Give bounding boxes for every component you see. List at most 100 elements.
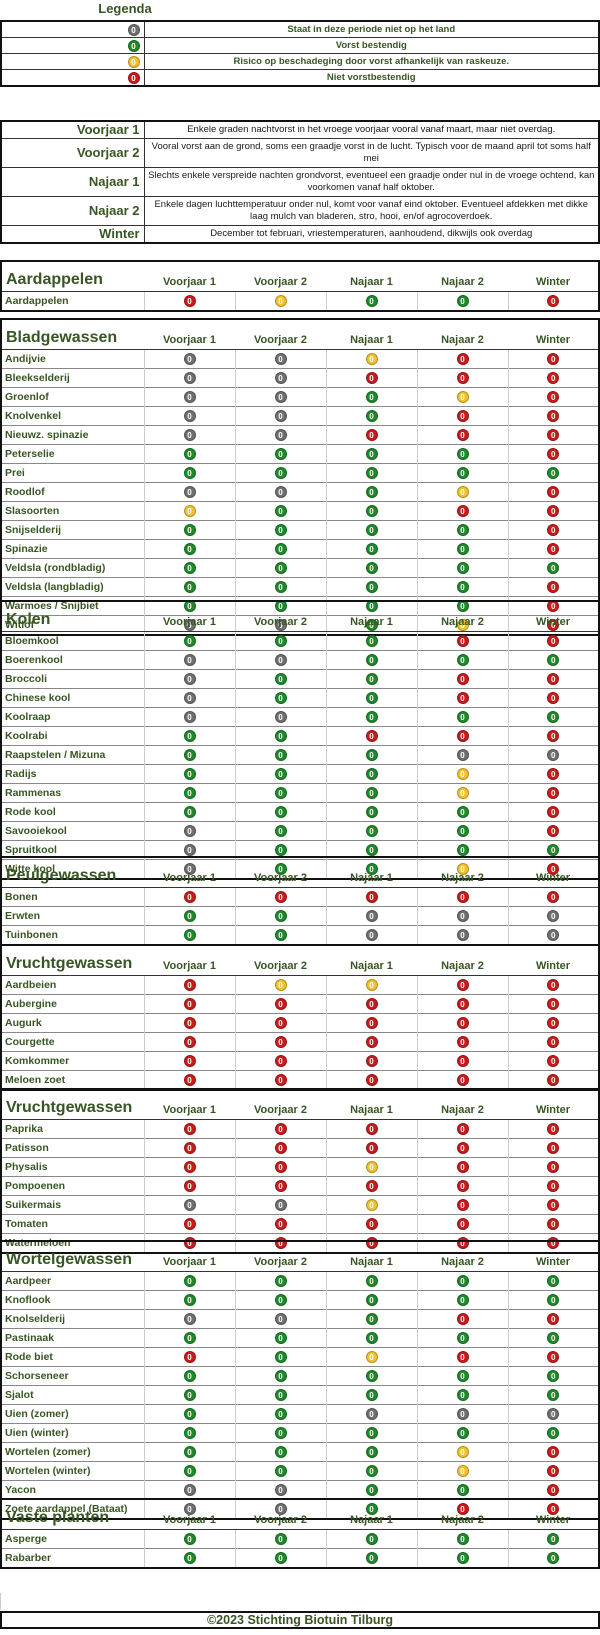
- status-cell: 0: [416, 1290, 508, 1310]
- status-cell: 0: [416, 726, 508, 746]
- status-cell: 0: [325, 1529, 417, 1549]
- status-grey-icon: 0: [274, 1198, 287, 1211]
- crop-name: Aardpeer: [5, 1275, 52, 1287]
- status-green-icon: 0: [365, 748, 378, 761]
- status-cell: 0: [416, 1529, 508, 1549]
- status-cell: 0: [507, 1214, 599, 1234]
- status-grey-icon: 0: [274, 710, 287, 723]
- crop-row: Snijselderij 0 0 0 0 0: [1, 520, 599, 540]
- status-cell: 0: [143, 444, 235, 464]
- status-cell: 0: [325, 906, 417, 926]
- status-grey-icon: 0: [183, 485, 196, 498]
- status-red-icon: 0: [456, 634, 469, 647]
- status-cell: 0: [234, 291, 326, 311]
- status-cell: 0: [507, 745, 599, 765]
- crop-row: Bloemkool 0 0 0 0 0: [1, 631, 599, 651]
- crop-name: Veldsla (rondbladig): [1, 558, 144, 578]
- status-red-icon: 0: [183, 890, 196, 903]
- status-cell: 0: [325, 840, 417, 860]
- crop-name: Asperge: [5, 1533, 48, 1545]
- crop-row: Radijs 0 0 0 0 0: [1, 764, 599, 784]
- status-red-icon: 0: [274, 1073, 287, 1086]
- status-cell: 0: [507, 1013, 599, 1033]
- status-green-icon: 0: [183, 1331, 196, 1344]
- status-cell: 0: [234, 349, 326, 369]
- status-red-icon: 0: [456, 978, 469, 991]
- status-cell: 0: [416, 1176, 508, 1196]
- status-cell: 0: [143, 1480, 235, 1500]
- status-red-icon: 0: [274, 1035, 287, 1048]
- status-green-icon: 0: [183, 767, 196, 780]
- status-cell: 0: [416, 1157, 508, 1177]
- group-header-row: Vaste planten Voorjaar 1 Voorjaar 2 Najaar …: [1, 1499, 599, 1530]
- crop-name: Tuinbonen: [1, 925, 144, 945]
- group-title: Kolen: [1, 601, 144, 632]
- status-red-icon: 0: [365, 1073, 378, 1086]
- status-cell: 0: [507, 669, 599, 689]
- crop-row: Yacon 0 0 0 0 0: [1, 1480, 599, 1500]
- status-cell: 0: [325, 1138, 417, 1158]
- crop-name: Komkommer: [1, 1051, 144, 1071]
- status-grey-icon: 0: [183, 390, 196, 403]
- season-name: Winter: [1, 225, 145, 243]
- status-cell: 0: [143, 1138, 235, 1158]
- footer-spacer: [0, 1593, 600, 1610]
- status-green-icon: 0: [183, 729, 196, 742]
- status-green-icon: 0: [456, 1551, 469, 1564]
- status-cell: 0: [416, 444, 508, 464]
- status-cell: 0: [325, 291, 417, 311]
- legend-text: Risico op beschadeging door vorst afhank…: [144, 53, 599, 70]
- status-cell: 0: [507, 577, 599, 597]
- status-green-icon: 0: [456, 1388, 469, 1401]
- column-header: Winter: [508, 1499, 599, 1530]
- status-grey-icon: 0: [456, 748, 469, 761]
- status-green-icon: 0: [456, 805, 469, 818]
- status-green-icon: 0: [365, 523, 378, 536]
- status-cell: 0: [416, 840, 508, 860]
- status-cell: 0: [325, 1366, 417, 1386]
- status-cell: 0: [325, 1347, 417, 1367]
- status-green-icon: 0: [274, 824, 287, 837]
- status-cell: 0: [416, 1214, 508, 1234]
- column-header: Najaar 1: [326, 945, 417, 976]
- status-cell: 0: [234, 425, 326, 445]
- status-green-icon: 0: [456, 294, 469, 307]
- status-red-icon: 0: [365, 1217, 378, 1230]
- status-green-icon: 0: [183, 1274, 196, 1287]
- column-header: Voorjaar 1: [144, 601, 235, 632]
- crop-row: Patisson 0 0 0 0 0: [1, 1138, 599, 1158]
- status-cell: 0: [507, 1138, 599, 1158]
- season-description: Enkele dagen luchttemperatuur onder nul,…: [144, 196, 599, 226]
- crop-name: Knoflook: [1, 1290, 144, 1310]
- group-header-row: Vruchtgewassen Voorjaar 1 Voorjaar 2 Najaar…: [1, 945, 599, 976]
- status-green-icon: 0: [183, 1532, 196, 1545]
- status-cell: 0: [234, 631, 326, 651]
- status-cell: 0: [234, 1461, 326, 1481]
- status-green-icon: 0: [183, 909, 196, 922]
- status-cell: 0: [234, 1385, 326, 1405]
- status-cell: 0: [325, 501, 417, 521]
- status-cell: 0: [507, 887, 599, 907]
- status-green-icon: 0: [547, 1532, 560, 1545]
- status-cell: 0: [143, 1529, 235, 1549]
- status-grey-icon: 0: [274, 371, 287, 384]
- status-grey-icon: 0: [183, 352, 196, 365]
- status-cell: 0: [507, 1328, 599, 1348]
- status-red-icon: 0: [547, 997, 560, 1010]
- crop-row: Pastinaak 0 0 0 0 0: [1, 1328, 599, 1348]
- status-red-icon: 0: [547, 1073, 560, 1086]
- crop-row: Uien (winter) 0 0 0 0 0: [1, 1423, 599, 1443]
- status-green-icon: 0: [183, 1445, 196, 1458]
- crop-row: Bonen 0 0 0 0 0: [1, 887, 599, 907]
- status-red-icon: 0: [183, 1179, 196, 1192]
- crop-row: Augurk 0 0 0 0 0: [1, 1013, 599, 1033]
- group-title: Peulgewassen: [1, 857, 144, 888]
- status-green-icon: 0: [274, 748, 287, 761]
- status-green-icon: 0: [274, 542, 287, 555]
- status-green-icon: 0: [547, 843, 560, 856]
- column-header: Winter: [508, 1089, 599, 1120]
- status-cell: 0: [325, 783, 417, 803]
- crop-row: Nieuwz. spinazie 0 0 0 0 0: [1, 425, 599, 445]
- status-cell: 0: [143, 558, 235, 578]
- status-red-icon: 0: [274, 1160, 287, 1173]
